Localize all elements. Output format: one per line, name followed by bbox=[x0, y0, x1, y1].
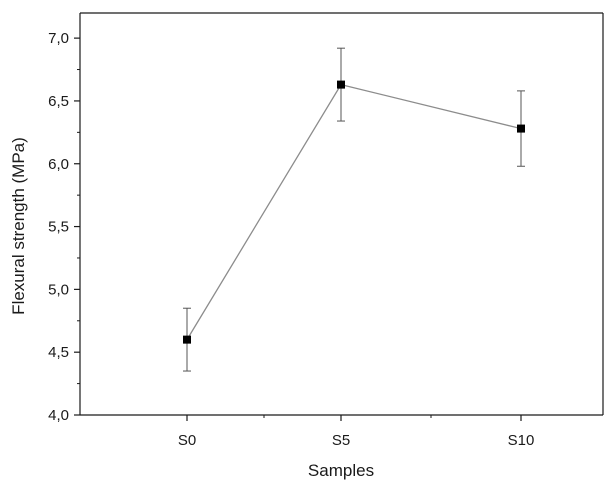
y-tick-label: 5,5 bbox=[48, 219, 69, 236]
x-tick-label: S0 bbox=[178, 432, 196, 449]
y-tick-label: 4,0 bbox=[48, 407, 69, 424]
x-axis-title: Samples bbox=[308, 461, 374, 480]
axes: 4,0 4,5 5,0 5,5 6,0 6,5 7,0 S0 S5 S10 bbox=[48, 12, 604, 449]
y-tick-label: 6,0 bbox=[48, 156, 69, 173]
x-tick-label: S10 bbox=[508, 432, 535, 449]
x-tick-label: S5 bbox=[332, 432, 350, 449]
data-point-marker bbox=[337, 80, 345, 89]
data-point-marker bbox=[183, 335, 191, 344]
data-point-marker bbox=[517, 124, 525, 133]
y-tick-label: 7,0 bbox=[48, 30, 69, 47]
y-tick-label: 4,5 bbox=[48, 344, 69, 361]
y-tick-label: 6,5 bbox=[48, 93, 69, 110]
y-axis-title: Flexural strength (MPa) bbox=[9, 137, 28, 315]
series-line bbox=[186, 83, 522, 340]
data-marks bbox=[183, 47, 525, 372]
y-tick-label: 5,0 bbox=[48, 281, 69, 298]
